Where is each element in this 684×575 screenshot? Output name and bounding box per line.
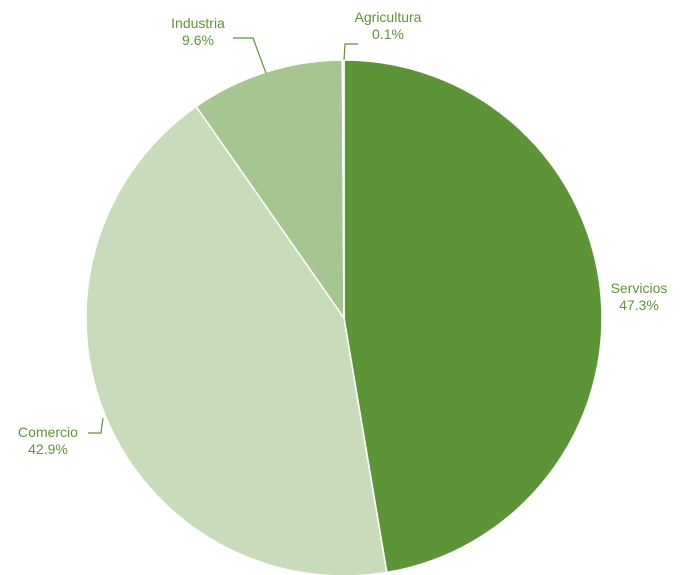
slice-value-comercio: 42.9% — [28, 441, 68, 457]
slice-value-agricultura: 0.1% — [372, 26, 404, 42]
leader-lines — [88, 37, 358, 434]
leader-line-comercio — [88, 417, 104, 434]
pie-slice-comercio — [85, 105, 388, 575]
pie-slice-servicios — [343, 59, 603, 574]
slice-label-agricultura: Agricultura — [355, 9, 422, 25]
pie-slice-agricultura — [341, 59, 345, 319]
slice-label-industria: Industria — [171, 15, 225, 31]
slice-value-industria: 9.6% — [182, 32, 214, 48]
slice-label-comercio: Comercio — [18, 424, 78, 440]
leader-line-agricultura — [343, 43, 358, 61]
slice-label-servicios: Servicios — [611, 280, 668, 296]
slice-value-servicios: 47.3% — [619, 297, 659, 313]
leader-line-industria — [233, 37, 267, 74]
pie-slices — [85, 59, 603, 575]
